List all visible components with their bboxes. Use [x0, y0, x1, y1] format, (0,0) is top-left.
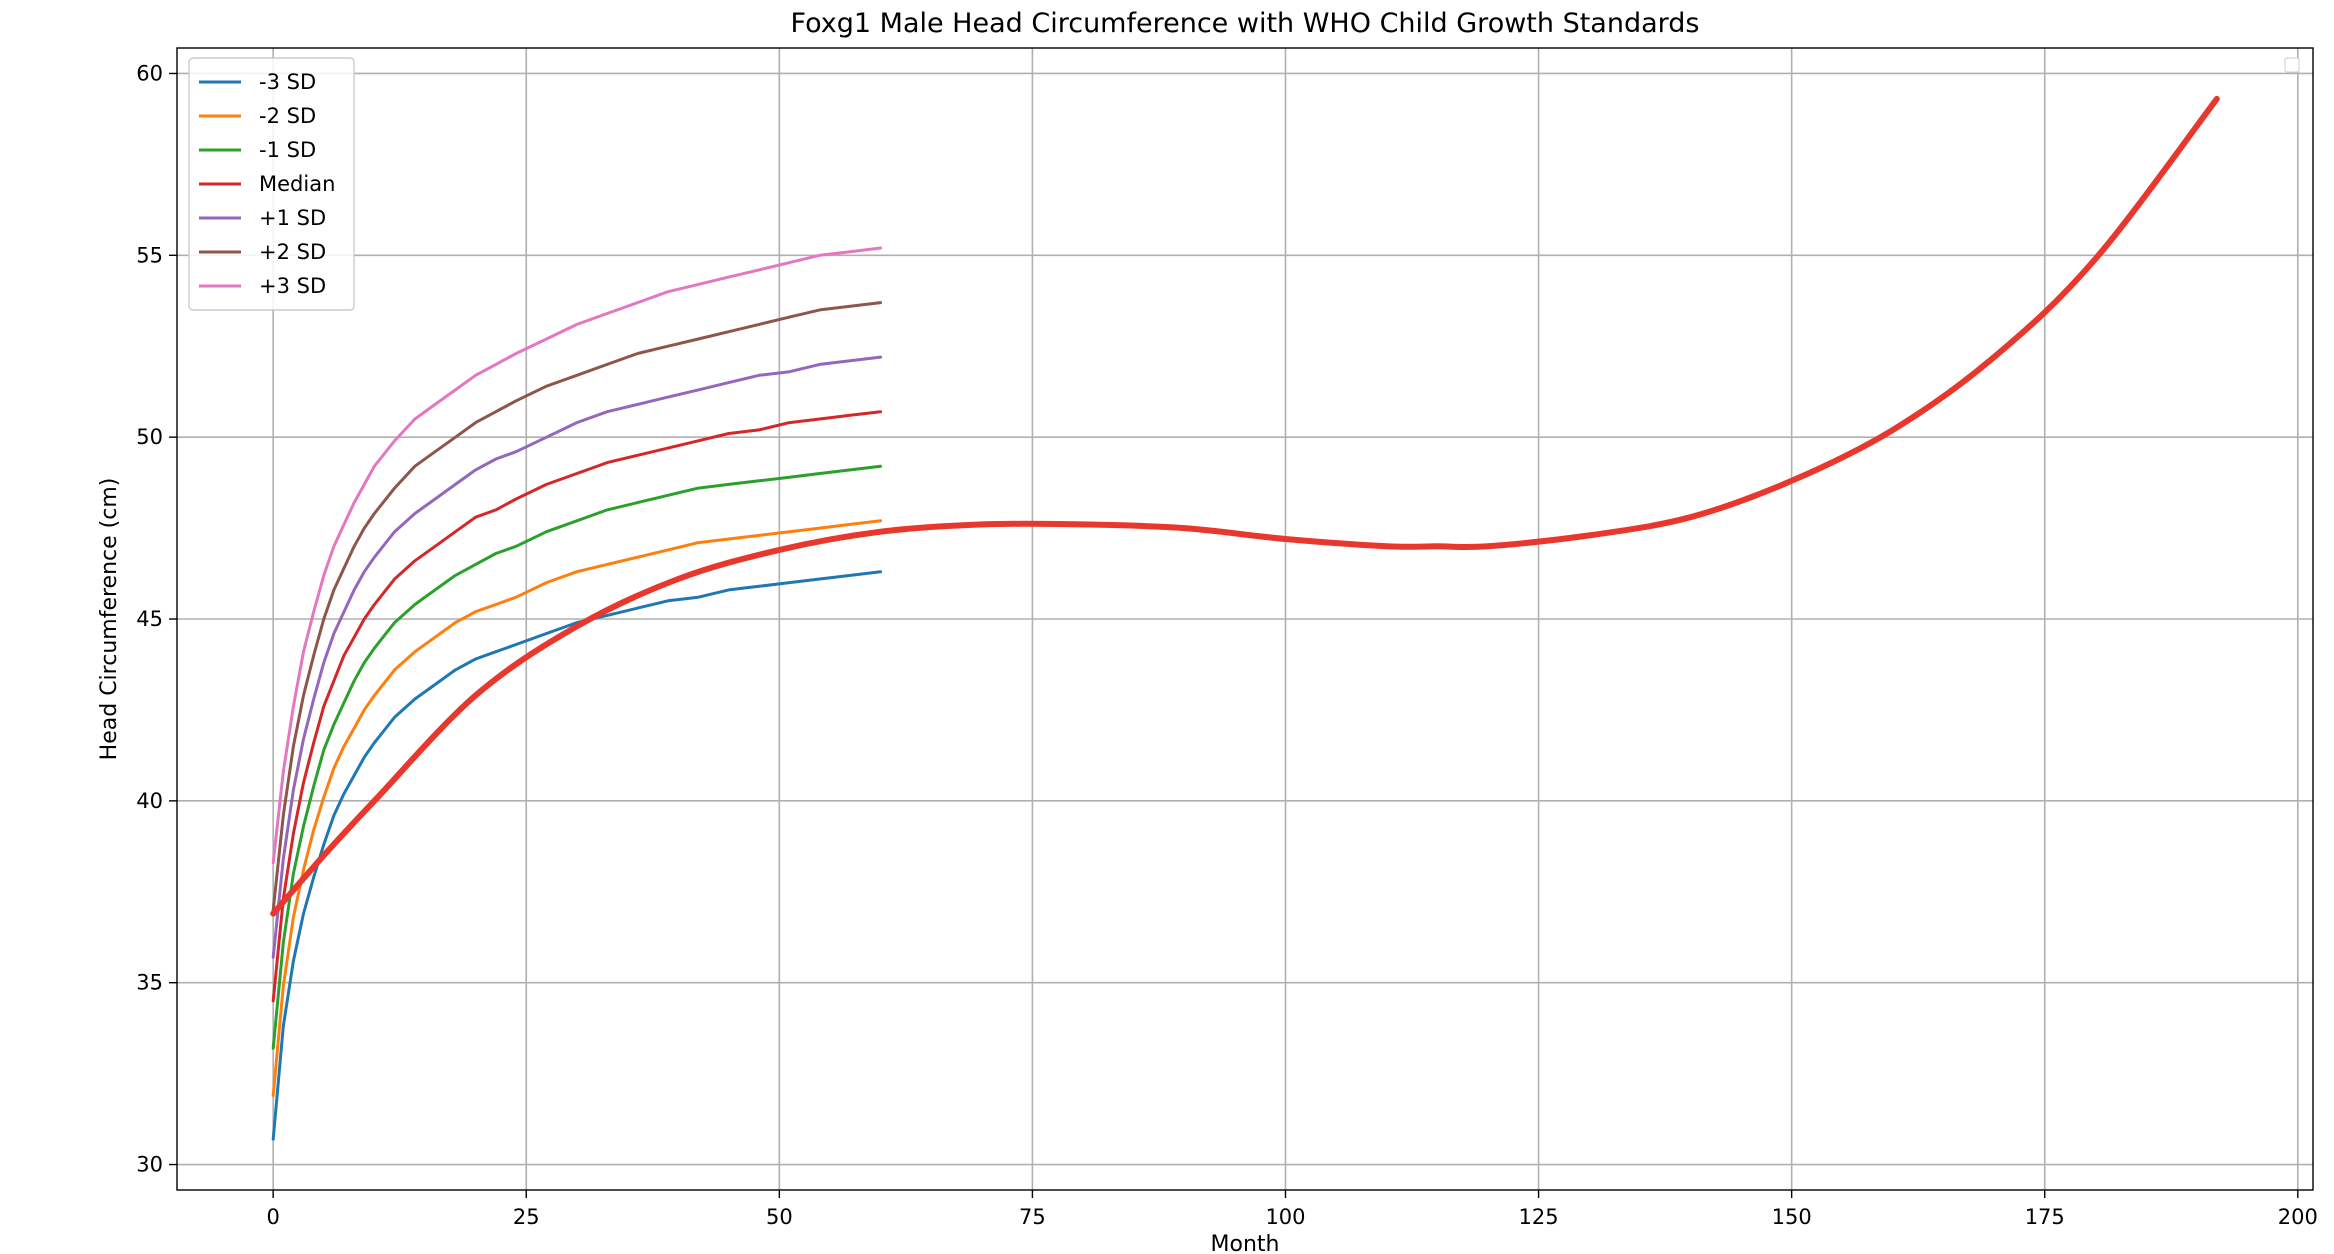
grid: [177, 48, 2313, 1190]
x-axis-label: Month: [1211, 1232, 1280, 1254]
x-tick-label: 75: [1019, 1205, 1046, 1229]
series-line-3-sd: [271, 570, 883, 1141]
y-tick-label: 40: [136, 789, 163, 813]
ticks: 0 25 50 75 100 125 150 175 200 30 35 40 45 50 55 60: [136, 61, 2318, 1229]
x-tick-label: 150: [1772, 1205, 1812, 1229]
y-tick-label: 60: [136, 61, 163, 85]
series-line-median: [271, 410, 883, 1003]
y-tick-label: 55: [136, 243, 163, 267]
series-line-2-sd: [271, 519, 883, 1097]
legend-label: +1 SD: [259, 206, 326, 230]
legend-label: -1 SD: [259, 138, 316, 162]
fitted-curve-line: [270, 95, 2220, 917]
legend-box: [188, 57, 355, 311]
x-tick-label: 25: [513, 1205, 540, 1229]
chart-title: Foxg1 Male Head Circumference with WHO C…: [791, 8, 1700, 39]
y-tick-label: 30: [136, 1153, 163, 1177]
legend-label: -2 SD: [259, 104, 316, 128]
legend-label: +3 SD: [259, 274, 326, 298]
y-axis-label: Head Circumference (cm): [97, 478, 122, 761]
series-lines: [270, 95, 2220, 1141]
x-tick-label: 0: [266, 1205, 279, 1229]
y-tick-label: 50: [136, 425, 163, 449]
x-tick-label: 175: [2025, 1205, 2065, 1229]
legend-label: +2 SD: [259, 240, 326, 264]
series-line-1-sd: [271, 464, 883, 1050]
x-tick-label: 200: [2278, 1205, 2318, 1229]
legend-label: -3 SD: [259, 70, 316, 94]
empty-legend-box: [2284, 57, 2300, 73]
legend-label: Median: [259, 172, 335, 196]
x-tick-label: 125: [1519, 1205, 1559, 1229]
y-tick-label: 45: [136, 607, 163, 631]
y-tick-label: 35: [136, 971, 163, 995]
legend: -3 SD -2 SD -1 SD Median +1 SD +2 SD +3 SD: [188, 57, 355, 311]
series-line-2-sd: [271, 301, 883, 912]
x-tick-label: 50: [766, 1205, 793, 1229]
x-tick-label: 100: [1265, 1205, 1305, 1229]
series-line-1-sd: [271, 355, 883, 959]
series-line-3-sd: [271, 246, 883, 865]
